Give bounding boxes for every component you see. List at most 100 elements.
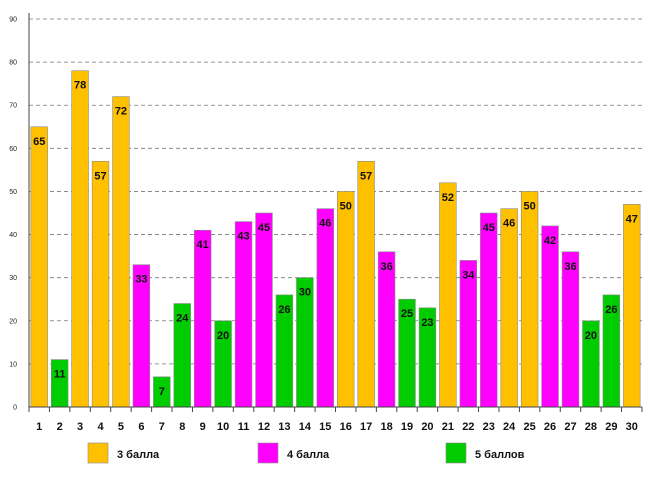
y-tick-label: 80 xyxy=(9,60,17,67)
x-tick-label: 10 xyxy=(217,421,229,433)
x-tick-label: 21 xyxy=(442,421,454,433)
x-tick-label: 26 xyxy=(544,421,556,433)
bar xyxy=(480,212,498,408)
bar xyxy=(71,70,89,408)
legend: 3 балла 4 балла 5 баллов xyxy=(87,442,525,464)
data-label: 26 xyxy=(605,304,617,316)
bar xyxy=(194,229,212,408)
bar xyxy=(377,251,396,408)
x-tick-label: 12 xyxy=(258,421,270,433)
data-label: 50 xyxy=(340,200,352,212)
bar xyxy=(255,212,273,408)
bar xyxy=(541,225,559,408)
data-label: 46 xyxy=(503,218,515,230)
bar xyxy=(337,191,355,408)
data-label: 57 xyxy=(94,170,106,182)
legend-label: 5 баллов xyxy=(475,449,525,461)
x-tick-label: 16 xyxy=(340,421,352,433)
data-label: 41 xyxy=(197,239,209,251)
data-label: 7 xyxy=(159,386,165,398)
data-label: 65 xyxy=(33,136,45,148)
data-label: 43 xyxy=(237,231,249,243)
data-label: 23 xyxy=(421,317,433,329)
x-tick-label: 6 xyxy=(138,421,144,433)
x-tick-label: 8 xyxy=(179,421,185,433)
x-tick-label: 5 xyxy=(118,421,124,433)
bar xyxy=(623,204,641,408)
legend-label: 4 балла xyxy=(287,449,330,461)
x-tick-label: 28 xyxy=(585,421,597,433)
data-label: 72 xyxy=(115,106,127,118)
x-tick-label: 25 xyxy=(523,421,535,433)
x-tick-label: 17 xyxy=(360,421,372,433)
bar xyxy=(91,160,110,408)
data-label: 57 xyxy=(360,170,372,182)
x-tick-label: 14 xyxy=(299,421,312,433)
bar xyxy=(439,182,457,408)
x-tick-label: 15 xyxy=(319,421,331,433)
y-tick-label: 90 xyxy=(9,17,17,24)
data-label: 52 xyxy=(442,192,454,204)
bar xyxy=(520,191,539,408)
x-tick-label: 19 xyxy=(401,421,413,433)
y-tick-label: 70 xyxy=(9,103,17,110)
bar xyxy=(30,126,48,408)
bar xyxy=(112,96,130,408)
y-tick-label: 20 xyxy=(9,318,17,325)
data-label: 36 xyxy=(564,261,576,273)
x-tick-label: 27 xyxy=(564,421,576,433)
data-label: 50 xyxy=(523,200,535,212)
bar xyxy=(459,260,477,408)
data-label: 36 xyxy=(380,261,392,273)
data-label: 11 xyxy=(54,369,66,381)
legend-swatch xyxy=(87,442,109,464)
x-tick-label: 18 xyxy=(380,421,392,433)
data-label: 24 xyxy=(176,313,189,325)
legend-label: 3 балла xyxy=(117,449,160,461)
x-tick-label: 1 xyxy=(36,421,42,433)
data-label: 45 xyxy=(483,222,495,234)
data-label: 46 xyxy=(319,218,331,230)
x-tick-label: 22 xyxy=(462,421,474,433)
y-tick-label: 30 xyxy=(9,275,17,282)
bar xyxy=(132,264,151,408)
legend-swatch xyxy=(445,442,467,464)
data-label: 33 xyxy=(135,274,147,286)
bar xyxy=(234,221,253,408)
labels-layer: 65 11 78 57 72 33 7 24 41 20 43 45 26 30 46 50 57 36 25 23 5… xyxy=(33,80,638,398)
y-tick-label: 40 xyxy=(9,232,17,239)
x-tick-label: 2 xyxy=(57,421,63,433)
bar xyxy=(500,208,518,408)
data-label: 20 xyxy=(217,330,229,342)
x-tick-label: 30 xyxy=(626,421,638,433)
y-tick-label: 10 xyxy=(9,361,17,368)
legend-swatch xyxy=(257,442,279,464)
data-label: 47 xyxy=(626,213,638,225)
x-tick-label: 20 xyxy=(421,421,433,433)
data-label: 30 xyxy=(299,287,311,299)
data-label: 45 xyxy=(258,222,270,234)
bar xyxy=(357,160,375,408)
data-label: 25 xyxy=(401,308,413,320)
x-tick-label: 7 xyxy=(159,421,165,433)
data-label: 26 xyxy=(278,304,290,316)
bars-layer xyxy=(30,70,641,408)
x-tick-label: 13 xyxy=(278,421,290,433)
x-tick-label: 24 xyxy=(503,421,516,433)
bar xyxy=(50,359,69,408)
data-label: 20 xyxy=(585,330,597,342)
x-tick-label: 23 xyxy=(483,421,495,433)
bar xyxy=(316,208,334,408)
x-tick-label: 29 xyxy=(605,421,617,433)
data-label: 78 xyxy=(74,80,86,92)
x-tick-label: 11 xyxy=(238,421,250,433)
y-tick-label: 0 xyxy=(13,405,17,412)
x-tick-label: 4 xyxy=(97,421,104,433)
y-tick-label: 50 xyxy=(9,189,17,196)
x-tick-label: 9 xyxy=(200,421,206,433)
y-tick-label: 60 xyxy=(9,146,17,153)
bar xyxy=(561,251,580,408)
x-tick-label: 3 xyxy=(77,421,83,433)
